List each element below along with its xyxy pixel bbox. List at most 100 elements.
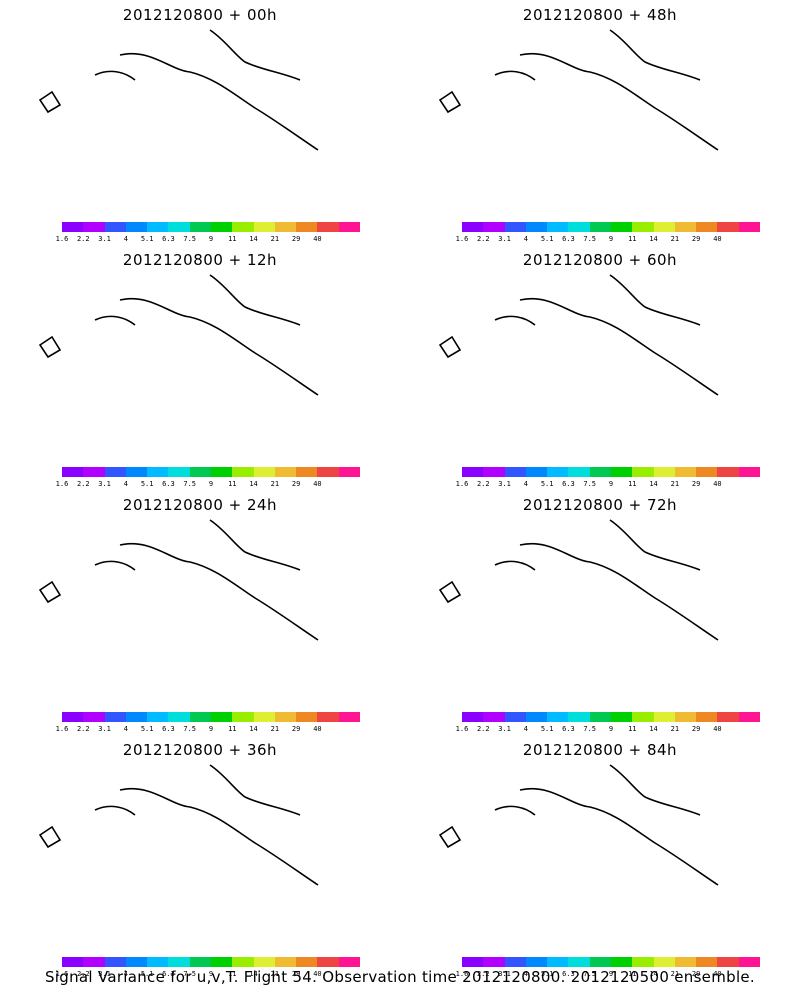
colorbar-tick-label: 5.1 [140,970,154,978]
colorbar-swatch [274,712,297,722]
colorbar-tick-label: 14 [249,970,258,978]
colorbar-tick-label: 2.2 [76,725,90,733]
colorbar-tick-label: 4 [123,725,128,733]
colorbar-swatch [696,467,718,477]
colorbar [462,712,760,722]
colorbar [62,222,360,232]
colorbar-swatch [125,222,148,232]
colorbar-swatch [253,957,275,967]
colorbar-swatch [462,712,484,722]
colorbar-swatch [717,222,739,232]
colorbar-swatch [610,467,633,477]
colorbar-tick-label: 5.1 [540,235,554,243]
colorbar-swatch [232,712,254,722]
panel-title: 2012120800 + 24h [122,496,278,514]
colorbar-swatch [568,957,590,967]
colorbar-tick-label: 11 [228,480,237,488]
colorbar-swatch [653,957,675,967]
colorbar-tick-label: 6.3 [562,235,575,243]
colorbar-swatch [296,957,318,967]
colorbar-swatch [483,957,505,967]
map-panel: 2012120800 + 48h 1.6 2.2 3.1 4 5.1 6.3 7.5 9 11 14… [400,0,800,250]
colorbar-tick-label: 21 [670,725,680,733]
coastline [38,519,319,641]
colorbar-swatch [674,957,697,967]
colorbar-swatch [653,222,675,232]
colorbar-tick-label: 9 [208,725,214,733]
colorbar-swatch [274,957,297,967]
variance-map [438,274,719,396]
colorbar-tick-label: 11 [628,725,637,733]
colorbar-swatch [125,467,148,477]
colorbar-swatch [504,957,526,967]
colorbar-tick-label: 11 [628,480,637,488]
colorbar-tick-label: 6.3 [562,480,575,488]
colorbar-swatch [547,222,569,232]
colorbar-tick-label: 6.3 [562,725,575,733]
colorbar-swatch [317,957,339,967]
colorbar-swatch [674,222,697,232]
colorbar-swatch [62,712,84,722]
colorbar-tick-label: 40 [313,970,322,978]
colorbar-tick-label: 5.1 [540,480,554,488]
colorbar-tick-label: 6.3 [562,970,575,978]
colorbar-swatch [168,957,190,967]
colorbar-tick-label: 7.5 [183,480,197,488]
coastline [438,29,719,151]
coastline [38,764,319,886]
colorbar-swatch [547,712,569,722]
colorbar-tick-label: 7.5 [183,725,197,733]
colorbar-tick-label: 4 [523,725,528,733]
colorbar-tick-label: 7.5 [183,970,197,978]
variance-map [38,764,319,886]
colorbar-swatch [589,712,611,722]
colorbar-tick-label: 29 [291,480,301,488]
colorbar-tick-label: 6.3 [162,480,175,488]
colorbar-swatch [338,957,360,967]
colorbar-tick-label: 3.1 [98,480,111,488]
colorbar-tick-label: 3.1 [98,970,111,978]
colorbar-swatch [483,467,505,477]
variance-map [438,29,719,151]
colorbar [462,957,760,967]
coastline [38,29,319,151]
colorbar-tick-label: 11 [228,725,237,733]
variance-map [438,519,719,641]
colorbar-swatch [525,712,548,722]
colorbar-tick-label: 6.3 [162,970,175,978]
colorbar-swatch [717,712,739,722]
colorbar-swatch [462,467,484,477]
colorbar-swatch [696,222,718,232]
colorbar-tick-label: 40 [313,480,322,488]
colorbar-tick-label: 3.1 [98,235,111,243]
colorbar-tick-label: 9 [208,970,214,978]
colorbar-swatch [317,712,339,722]
colorbar-tick-label: 3.1 [498,725,511,733]
colorbar-swatch [738,467,760,477]
colorbar-swatch [504,222,526,232]
colorbar-swatch [610,222,633,232]
colorbar-tick-label: 6.3 [162,235,175,243]
colorbar-swatch [210,957,233,967]
colorbar [62,467,360,477]
colorbar-swatch [589,467,611,477]
colorbar-swatch [274,467,297,477]
colorbar-tick-label: 9 [608,970,614,978]
colorbar-tick-label: 4 [523,480,528,488]
colorbar-swatch [589,957,611,967]
colorbar-swatch [525,467,548,477]
colorbar-swatch [610,957,633,967]
colorbar-ticks: 1.6 2.2 3.1 4 5.1 6.3 7.5 9 11 14 21 29 40 [56,725,360,735]
figure-caption: Signal Variance for u,v,T. Flight 54. Ob… [44,968,756,986]
colorbar-tick-label: 21 [670,480,680,488]
colorbar-swatch [525,222,548,232]
colorbar-tick-label: 29 [291,970,301,978]
colorbar-swatch [296,712,318,722]
map-panel: 2012120800 + 60h 1.6 2.2 3.1 4 5.1 6.3 7.5 9 11 14… [400,245,800,495]
coastline [438,764,719,886]
colorbar-ticks: 1.6 2.2 3.1 4 5.1 6.3 7.5 9 11 14 21 29 40 [56,480,360,490]
colorbar-tick-label: 21 [270,970,280,978]
colorbar-tick-label: 40 [713,480,722,488]
panel-title: 2012120800 + 36h [122,741,278,759]
colorbar-tick-label: 9 [208,480,214,488]
